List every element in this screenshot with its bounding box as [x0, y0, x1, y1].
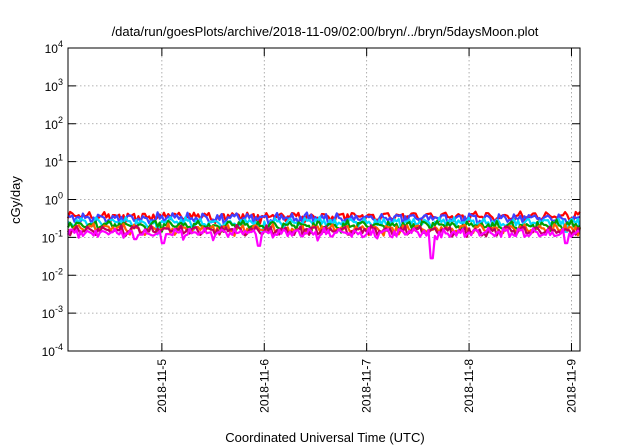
tick-layer: 10-4 10-3 10-2 10-1 100 101 102 103 104 2018-11-5…: [42, 39, 580, 413]
y-tick-label: 100: [45, 191, 63, 208]
y-tick-label: 10-1: [42, 228, 63, 245]
y-tick-label: 104: [45, 39, 63, 56]
y-tick-label: 10-2: [42, 266, 63, 283]
x-tick-label: 2018-11-5: [155, 359, 169, 413]
grid-layer: [68, 48, 580, 351]
y-tick-label: 101: [45, 153, 63, 170]
y-tick-label: 102: [45, 115, 63, 132]
x-tick-label: 2018-11-9: [564, 359, 578, 413]
x-tick-label: 2018-11-7: [360, 359, 374, 413]
series-line: [67, 224, 581, 238]
series-layer: [66, 210, 582, 260]
series-line: [66, 226, 581, 260]
y-tick-label: 10-4: [42, 342, 63, 359]
x-tick-label: 2018-11-6: [257, 359, 271, 413]
x-axis-label: Coordinated Universal Time (UTC): [225, 430, 424, 445]
x-tick-label: 2018-11-8: [462, 359, 476, 413]
y-tick-label: 10-3: [42, 304, 63, 321]
y-axis-label: cGy/day: [8, 176, 23, 224]
y-tick-label: 103: [45, 77, 63, 94]
chart-title: /data/run/goesPlots/archive/2018-11-09/0…: [112, 24, 539, 39]
